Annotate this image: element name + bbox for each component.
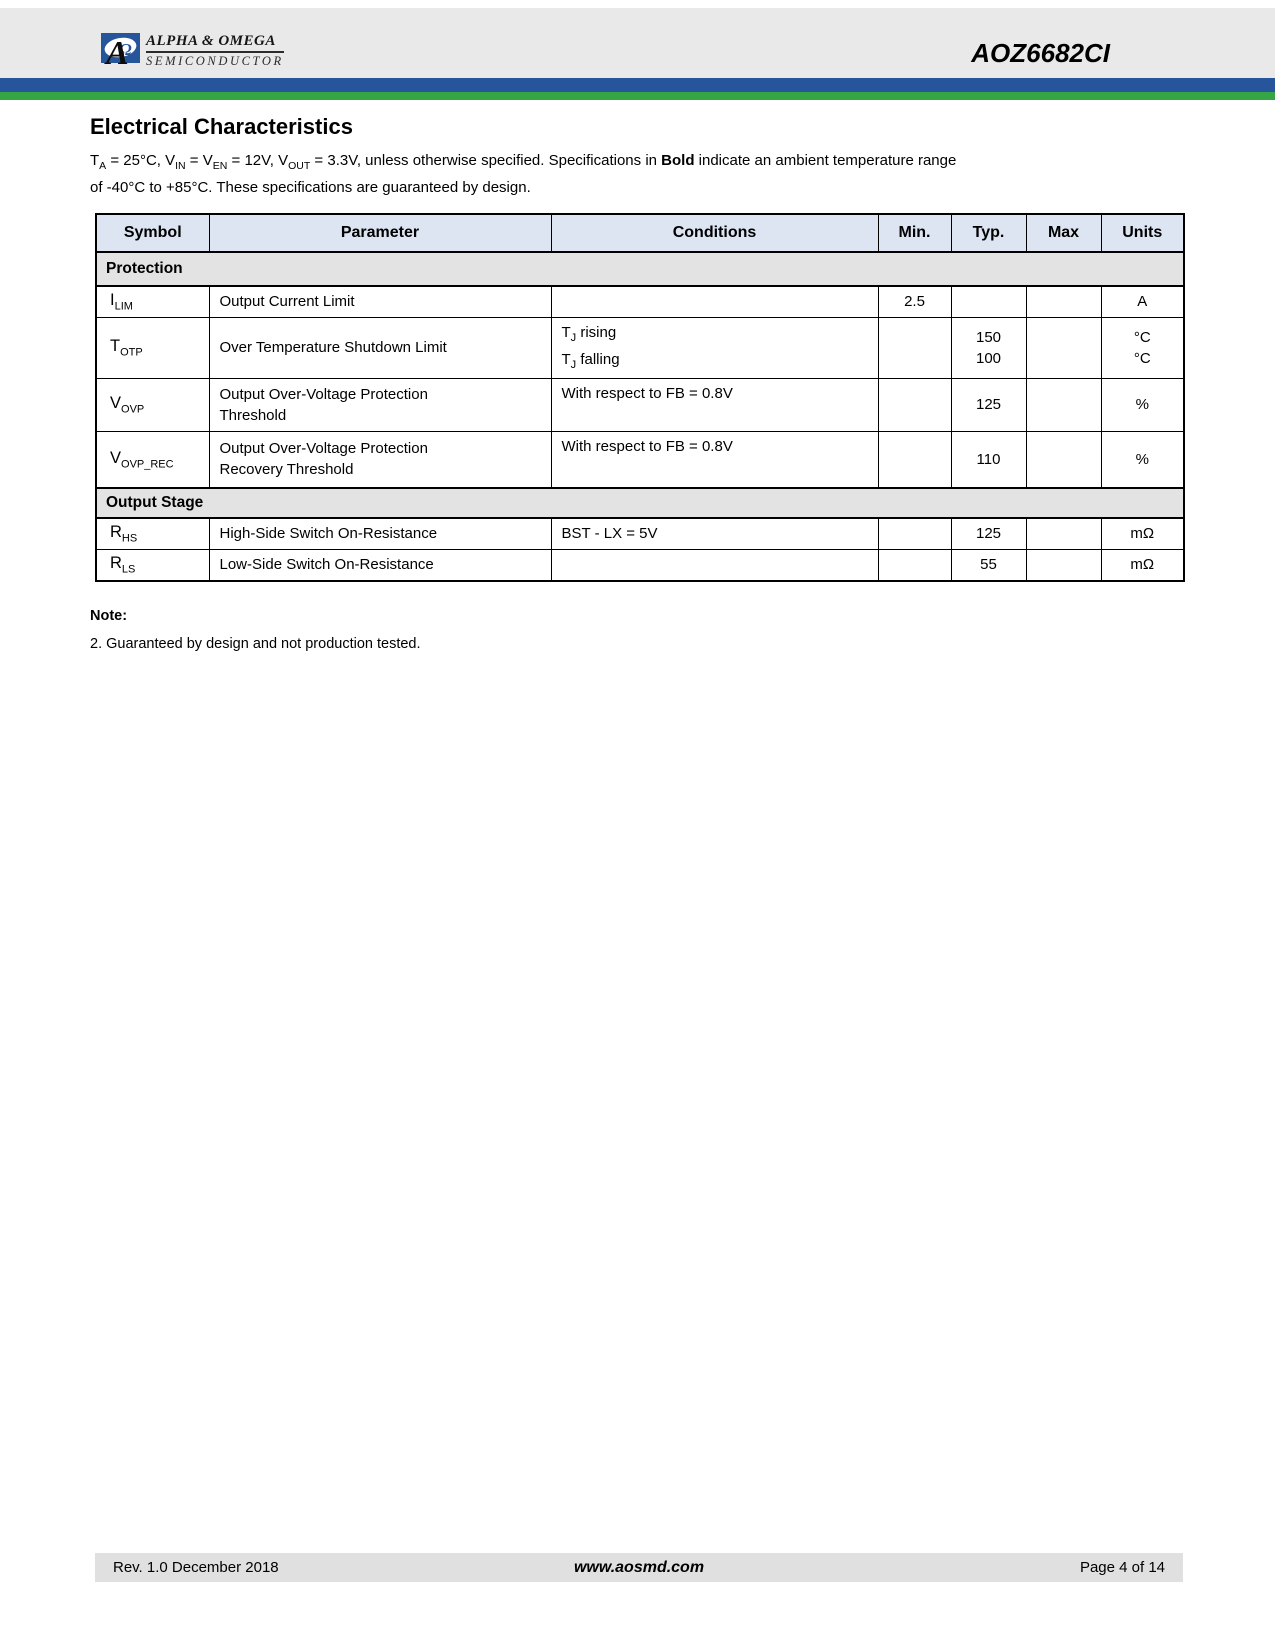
cell-conditions [550,285,879,318]
table-row: VOVP_REC Output Over-Voltage Protection Re… [95,430,1185,489]
table-header-row: Symbol Parameter Conditions Min. Typ. Max Unit… [95,213,1185,253]
cell-conditions: TJ rising TJ falling [550,316,879,379]
cell-units: % [1100,430,1185,489]
svg-text:A: A [104,35,129,72]
cell-units: % [1100,377,1185,432]
table-row: VOVP Output Over-Voltage Protection Thresh… [95,377,1185,432]
table-row: ILIM Output Current Limit 2.5 A [95,285,1185,318]
spec-table: Symbol Parameter Conditions Min. Typ. Max Unit… [95,213,1185,582]
cell-min [877,517,952,550]
cell-conditions: With respect to FB = 0.8V [550,430,879,489]
cell-typ: 125 [950,377,1027,432]
column-header-units: Units [1100,213,1185,253]
cell-symbol: TOTP [95,316,210,379]
cell-typ: 150 100 [950,316,1027,379]
section-row: Output Stage [95,487,1185,519]
cell-symbol: VOVP [95,377,210,432]
cell-units: mΩ [1100,548,1185,582]
note-item: 2. Guaranteed by design and not producti… [90,636,421,652]
section-row: Protection [95,251,1185,287]
brand-subtitle: SEMICONDUCTOR [146,54,284,68]
column-header-typ: Typ. [950,213,1027,253]
spec-table-body: Protection ILIM Output Current Limit 2.5 A TO… [95,251,1185,582]
green-divider-bar [0,92,1275,100]
cell-parameter: Over Temperature Shutdown Limit [208,316,552,379]
cell-parameter: High-Side Switch On-Resistance [208,517,552,550]
column-header-symbol: Symbol [95,213,210,253]
page-body: Electrical Characteristics TA = 25°C, VI… [90,108,1190,652]
footer-revision: Rev. 1.0 December 2018 [113,1559,279,1576]
cell-min [877,377,952,432]
cell-max [1025,430,1102,489]
brand-name: ALPHA & OMEGA [146,33,284,53]
cell-parameter: Output Over-Voltage Protection Recovery T… [208,430,552,489]
cell-parameter: Low-Side Switch On-Resistance [208,548,552,582]
brand-text: ALPHA & OMEGA SEMICONDUCTOR [146,33,284,69]
cell-symbol: ILIM [95,285,210,318]
section-label: Output Stage [95,487,1185,519]
section-label: Protection [95,251,1185,287]
footer-bar: Rev. 1.0 December 2018 www.aosmd.com Pag… [95,1553,1183,1582]
cell-max [1025,316,1102,379]
cell-max [1025,517,1102,550]
column-header-max: Max [1025,213,1102,253]
cell-max [1025,285,1102,318]
cell-conditions [550,548,879,582]
cell-max [1025,377,1102,432]
cell-symbol: RLS [95,548,210,582]
cell-units: A [1100,285,1185,318]
cell-typ: 55 [950,548,1027,582]
page-title: Electrical Characteristics [90,114,353,139]
cell-parameter: Output Over-Voltage Protection Threshold [208,377,552,432]
intro-paragraph: TA = 25°C, VIN = VEN = 12V, VOUT = 3.3V,… [90,152,957,196]
column-header-min: Min. [877,213,952,253]
cell-typ: 125 [950,517,1027,550]
footer-website-link[interactable]: www.aosmd.com [573,1558,705,1576]
cell-conditions: BST - LX = 5V [550,517,879,550]
svg-text:Ω: Ω [119,40,132,59]
cell-min: 2.5 [877,285,952,318]
cell-conditions: With respect to FB = 0.8V [550,377,879,432]
part-number: AOZ6682CI [971,38,1110,68]
cell-min [877,548,952,582]
header-band [0,8,1275,78]
table-row: TOTP Over Temperature Shutdown Limit TJ ri… [95,316,1185,379]
blue-divider-bar [0,78,1275,92]
footer-page-number: Page 4 of 14 [1079,1559,1166,1576]
cell-units: mΩ [1100,517,1185,550]
table-row: RLS Low-Side Switch On-Resistance 55 mΩ [95,548,1185,582]
cell-typ: 110 [950,430,1027,489]
cell-symbol: RHS [95,517,210,550]
cell-symbol: VOVP_REC [95,430,210,489]
column-header-parameter: Parameter [208,213,552,253]
company-logo: Ω A ALPHA & OMEGA SEMICONDUCTOR [101,33,284,77]
note-title: Note: [90,608,128,624]
cell-min [877,316,952,379]
cell-units: °C °C [1100,316,1185,379]
cell-min [877,430,952,489]
cell-parameter: Output Current Limit [208,285,552,318]
cell-typ [950,285,1027,318]
cell-max [1025,548,1102,582]
alpha-omega-logo-icon: Ω A [101,33,140,72]
table-row: RHS High-Side Switch On-Resistance BST - L… [95,517,1185,550]
column-header-conditions: Conditions [550,213,879,253]
